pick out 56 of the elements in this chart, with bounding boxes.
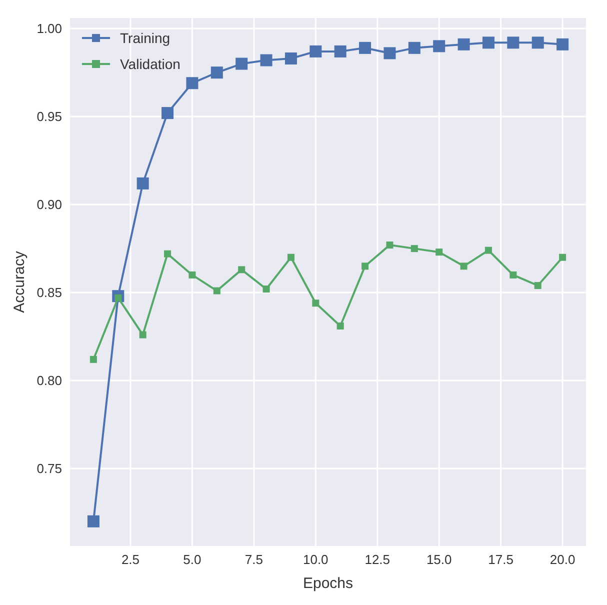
point bbox=[534, 282, 542, 290]
point bbox=[359, 42, 372, 54]
point bbox=[507, 36, 520, 49]
point bbox=[336, 322, 344, 330]
point bbox=[556, 38, 569, 50]
point bbox=[436, 248, 443, 256]
y-tick-label: 1.00 bbox=[36, 21, 62, 36]
x-tick-label: 5.0 bbox=[183, 552, 202, 567]
point bbox=[460, 262, 468, 270]
point bbox=[188, 271, 196, 278]
point bbox=[287, 254, 294, 261]
point bbox=[408, 42, 420, 54]
point bbox=[262, 286, 270, 293]
point bbox=[410, 245, 418, 252]
point bbox=[210, 66, 223, 79]
point bbox=[260, 54, 272, 66]
point bbox=[162, 107, 174, 120]
point bbox=[510, 271, 517, 278]
point bbox=[312, 300, 320, 307]
y-tick-label: 0.95 bbox=[36, 109, 62, 124]
point bbox=[559, 254, 566, 261]
point bbox=[310, 45, 322, 58]
y-tick-label: 0.90 bbox=[36, 197, 62, 212]
point bbox=[532, 36, 544, 49]
x-tick-label: 7.5 bbox=[244, 552, 263, 567]
point bbox=[482, 36, 494, 49]
x-tick-label: 10.0 bbox=[303, 552, 328, 567]
point bbox=[386, 242, 394, 249]
legend-label: Validation bbox=[120, 56, 180, 72]
point bbox=[334, 45, 346, 58]
x-tick-label: 2.5 bbox=[121, 552, 140, 567]
legend-label: Training bbox=[120, 30, 170, 46]
x-tick-label: 15.0 bbox=[426, 552, 452, 567]
point bbox=[136, 177, 149, 190]
point bbox=[284, 52, 297, 64]
x-axis-title: Epochs bbox=[302, 575, 354, 592]
y-axis-title: Accuracy bbox=[11, 250, 28, 313]
point bbox=[433, 40, 446, 52]
point bbox=[139, 331, 146, 338]
point bbox=[458, 38, 470, 50]
point bbox=[213, 287, 220, 294]
point bbox=[384, 47, 396, 60]
y-tick-label: 0.80 bbox=[36, 373, 62, 388]
point bbox=[236, 58, 248, 70]
point bbox=[186, 77, 198, 90]
point bbox=[87, 515, 100, 528]
point bbox=[90, 356, 97, 363]
point bbox=[164, 250, 172, 258]
y-tick-label: 0.75 bbox=[36, 461, 62, 476]
x-tick-label: 17.5 bbox=[488, 552, 514, 567]
x-tick-label: 12.5 bbox=[364, 552, 390, 567]
y-tick-label: 0.85 bbox=[36, 285, 62, 300]
x-tick-label: 20.0 bbox=[550, 552, 576, 567]
point bbox=[238, 266, 246, 274]
point bbox=[484, 246, 492, 254]
point bbox=[362, 262, 369, 270]
